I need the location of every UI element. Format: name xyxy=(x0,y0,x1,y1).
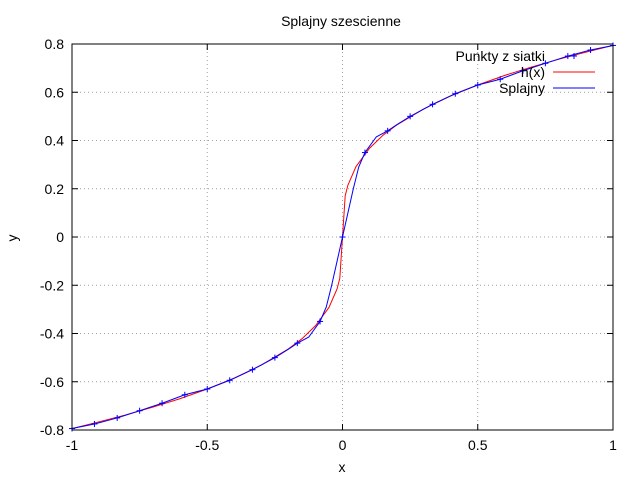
y-axis-label: y xyxy=(4,235,20,242)
grid-point-marker xyxy=(587,47,594,54)
legend-label: Splajny xyxy=(499,80,545,96)
y-tick-label: -0.2 xyxy=(40,277,64,293)
grid-point-marker xyxy=(474,82,481,89)
y-tick-label: -0.8 xyxy=(40,422,64,438)
x-tick-label: 1 xyxy=(609,437,617,453)
x-tick-label: -1 xyxy=(66,437,79,453)
grid-point-marker xyxy=(294,340,301,347)
y-tick-label: 0 xyxy=(56,229,64,245)
x-tick-label: -0.5 xyxy=(195,437,219,453)
y-tick-label: -0.6 xyxy=(40,374,64,390)
x-tick-label: 0.5 xyxy=(468,437,488,453)
plot-frame xyxy=(71,43,614,431)
grid-point-marker xyxy=(497,76,504,83)
grid-point-marker xyxy=(407,113,414,120)
grid-point-marker xyxy=(159,400,166,407)
grid-point-marker xyxy=(361,149,368,156)
grid-point-marker xyxy=(226,377,233,384)
axis-ticks: -1 -0.5 0 0.5 1 -0.8 -0.6 -0.4 -0.2 0 0.2 0.4 0.6 0.8 xyxy=(40,36,617,453)
x-tick-label: 0 xyxy=(339,437,347,453)
legend-marker xyxy=(571,53,577,59)
grid-point-marker xyxy=(564,53,571,60)
grid-point-marker xyxy=(542,60,549,67)
legend-label: h(x) xyxy=(521,64,545,80)
y-tick-label: 0.8 xyxy=(45,36,65,52)
grid-point-marker xyxy=(452,90,459,97)
grid-point-marker xyxy=(339,234,346,240)
grid-point-marker xyxy=(249,366,256,373)
grid-point-marker xyxy=(114,414,121,421)
y-tick-label: 0.2 xyxy=(45,181,65,197)
x-axis-label: x xyxy=(339,459,346,475)
series-points xyxy=(69,42,616,432)
y-tick-label: -0.4 xyxy=(40,326,64,342)
grid-point-marker xyxy=(136,407,143,414)
grid-point-marker xyxy=(429,101,436,108)
grid-point-marker xyxy=(91,420,98,427)
grid-point-marker xyxy=(271,354,278,361)
y-tick-label: 0.6 xyxy=(45,84,65,100)
grid-point-marker xyxy=(384,127,391,134)
grid-point-marker xyxy=(317,318,324,325)
legend-label: Punkty z siatki xyxy=(456,48,545,64)
grid-point-marker xyxy=(204,385,211,392)
grid-point-marker xyxy=(181,391,188,398)
y-tick-label: 0.4 xyxy=(45,133,65,149)
grid-point-marker xyxy=(519,67,526,74)
chart-title: Splajny szescienne xyxy=(281,13,401,29)
